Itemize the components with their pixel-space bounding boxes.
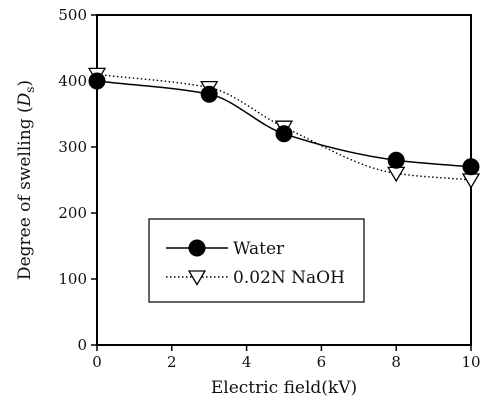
y-axis-title-suffix: ) [15, 80, 35, 87]
x-tick-label: 8 [391, 353, 401, 371]
x-tick-label: 4 [242, 353, 252, 371]
legend-label-water: Water [233, 239, 285, 259]
legend-marker-water [188, 239, 206, 257]
legend-box [148, 218, 365, 303]
x-tick-label: 2 [167, 353, 177, 371]
x-axis: 0 2 4 6 8 10 [92, 345, 481, 371]
legend-label-naoh: 0.02N NaOH [233, 268, 345, 288]
y-tick-label: 0 [77, 336, 87, 354]
x-tick-label: 0 [92, 353, 102, 371]
data-point-water [200, 85, 218, 103]
y-axis-title-prefix: Degree of swelling ( [15, 106, 35, 280]
y-axis-title-subscript: s [23, 87, 37, 93]
x-tick-label: 10 [461, 353, 480, 371]
y-tick-label: 400 [58, 72, 87, 90]
data-point-naoh [461, 173, 481, 189]
y-axis-title-symbol: D [15, 92, 35, 107]
legend-marker-naoh [187, 270, 207, 286]
x-axis-title: Electric field(kV) [211, 378, 357, 398]
data-point-water [462, 158, 480, 176]
data-point-water [387, 151, 405, 169]
y-tick-label: 100 [58, 270, 87, 288]
y-tick-label: 500 [58, 6, 87, 24]
legend-marker-shape [188, 239, 206, 257]
y-tick-label: 200 [58, 204, 87, 222]
series-markers [87, 67, 481, 189]
x-tick-label: 6 [317, 353, 327, 371]
data-point-water [275, 125, 293, 143]
y-axis-title: Degree of swelling (Ds) [15, 80, 37, 280]
data-point-water [88, 72, 106, 90]
legend-marker-shape [187, 270, 207, 286]
y-tick-label: 300 [58, 138, 87, 156]
y-axis: 0 100 200 300 400 500 [58, 6, 97, 354]
legend: Water 0.02N NaOH [148, 218, 365, 303]
